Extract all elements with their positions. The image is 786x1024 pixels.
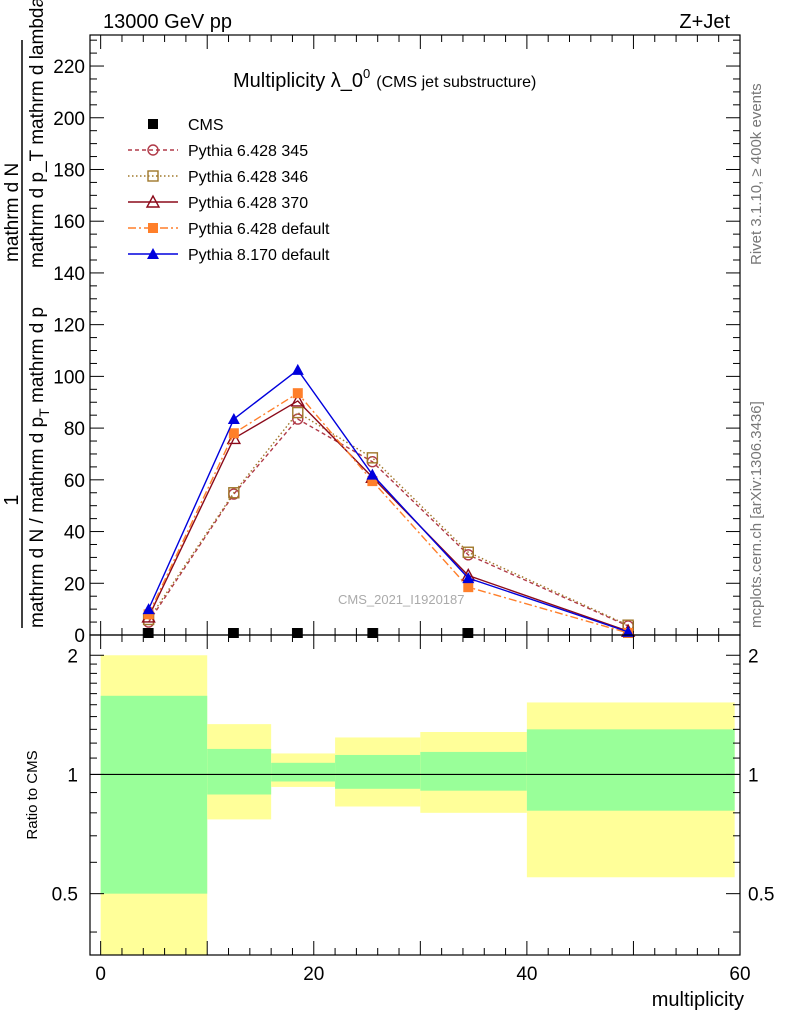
- legend-label-1: Pythia 6.428 345: [188, 143, 308, 160]
- header-energy: 13000 GeV pp: [103, 11, 232, 33]
- y-label-denominator: mathrm d N / mathrm d pT mathrm d p: [27, 307, 52, 628]
- legend-label-4: Pythia 6.428 default: [188, 221, 330, 238]
- data-point-5-5: [622, 625, 635, 637]
- x-tick-label: 20: [303, 964, 324, 985]
- data-point-4-1: [228, 428, 239, 439]
- x-axis-label: multiplicity: [652, 989, 744, 1011]
- analysis-watermark: CMS_2021_I1920187: [338, 592, 465, 607]
- y-tick-label: 140: [53, 264, 85, 285]
- y-tick-label: 100: [53, 367, 85, 388]
- data-point-5-0: [142, 603, 155, 615]
- y-tick-label: 40: [64, 523, 85, 544]
- data-point-2-3: [366, 452, 379, 464]
- data-point-4-4: [463, 582, 474, 593]
- data-point-0-2: [292, 628, 303, 638]
- legend-label-3: Pythia 6.428 370: [188, 195, 308, 212]
- data-point-5-2: [291, 363, 304, 375]
- main-panel: 0 20 40 60 80 100 120 140 160 180 200 220: [53, 34, 741, 647]
- data-point-3-2: [290, 393, 305, 407]
- y-tick-label: 0: [74, 626, 85, 647]
- legend: CMS Pythia 6.428 345 Pythia 6.428 346 Pythi…: [128, 117, 330, 264]
- data-point-0-3: [367, 628, 378, 638]
- data-point-2-2: [292, 406, 304, 419]
- series-line-4: [147, 392, 629, 634]
- data-point-2-1: [228, 487, 240, 499]
- legend-marker-1: [147, 144, 159, 156]
- legend-label-5: Pythia 8.170 default: [188, 247, 330, 264]
- mcplots-label: mcplots.cern.ch [arXiv:1306.3436]: [748, 401, 765, 628]
- ratio-band-green-2: [271, 762, 336, 782]
- ratio-band-green-3: [335, 754, 421, 789]
- series-line-1: [148, 418, 629, 627]
- data-point-4-0: [143, 609, 154, 620]
- data-point-5-4: [462, 572, 475, 584]
- y-tick-label: 20: [64, 574, 85, 595]
- ratio-band-green-4: [420, 751, 527, 791]
- x-tick-label: 0: [95, 964, 106, 985]
- data-point-2-4: [462, 546, 474, 558]
- data-point-0-4: [463, 628, 474, 638]
- ratio-tick-label-right: 2: [748, 646, 759, 667]
- data-point-4-2: [292, 388, 303, 399]
- y-tick-label: 200: [53, 109, 85, 130]
- data-point-5-3: [366, 468, 379, 480]
- ratio-tick-label-left: 2: [67, 646, 78, 667]
- legend-marker-2: [147, 170, 159, 182]
- y-tick-label: 180: [53, 160, 85, 181]
- y-label-top-denominator: mathrm d p_T mathrm d lambda: [27, 0, 48, 268]
- data-point-1-2: [292, 413, 304, 425]
- x-tick-label: 40: [516, 964, 537, 985]
- legend-marker-0: [148, 119, 158, 129]
- ratio-frame: [89, 634, 741, 956]
- y-label-numerator: 1: [1, 494, 23, 505]
- legend-label-0: CMS: [188, 117, 224, 134]
- ratio-band-green-1: [207, 748, 272, 795]
- legend-marker-3: [145, 194, 161, 208]
- chart-title: Multiplicity λ_00(CMS jet substructure): [233, 66, 536, 92]
- ratio-y-label: Ratio to CMS: [24, 750, 41, 839]
- rivet-label: Rivet 3.1.10, ≥ 400k events: [748, 83, 765, 265]
- y-tick-label: 60: [64, 471, 85, 492]
- ratio-panel: 0 20 40 60 0.5 0.5 1 1 2 2: [52, 634, 774, 985]
- ratio-tick-label-right: 1: [748, 765, 759, 786]
- legend-marker-5: [147, 248, 159, 259]
- data-point-0-1: [228, 628, 239, 638]
- ratio-tick-label-left: 0.5: [52, 885, 78, 906]
- ratio-band-green-5: [526, 729, 735, 811]
- y-tick-label: 120: [53, 316, 85, 337]
- data-point-0-0: [143, 628, 154, 638]
- legend-marker-4: [148, 223, 158, 233]
- header-process: Z+Jet: [679, 11, 730, 33]
- series-line-5: [147, 368, 629, 633]
- y-tick-label: 220: [53, 57, 85, 78]
- legend-label-2: Pythia 6.428 346: [188, 169, 308, 186]
- ratio-tick-label-left: 1: [67, 765, 78, 786]
- y-tick-label: 80: [64, 419, 85, 440]
- data-point-5-1: [227, 413, 240, 425]
- y-axis-label: 1 mathrm d N / mathrm d pT mathrm d p ma…: [1, 0, 52, 628]
- ratio-band-green-0: [100, 695, 208, 894]
- y-label-top-numerator: mathrm d N: [2, 163, 23, 262]
- series-line-3: [147, 400, 629, 632]
- data-point-4-3: [367, 476, 378, 487]
- y-tick-label: 160: [53, 212, 85, 233]
- x-tick-label: 60: [729, 964, 750, 985]
- ratio-tick-label-right: 0.5: [748, 885, 774, 906]
